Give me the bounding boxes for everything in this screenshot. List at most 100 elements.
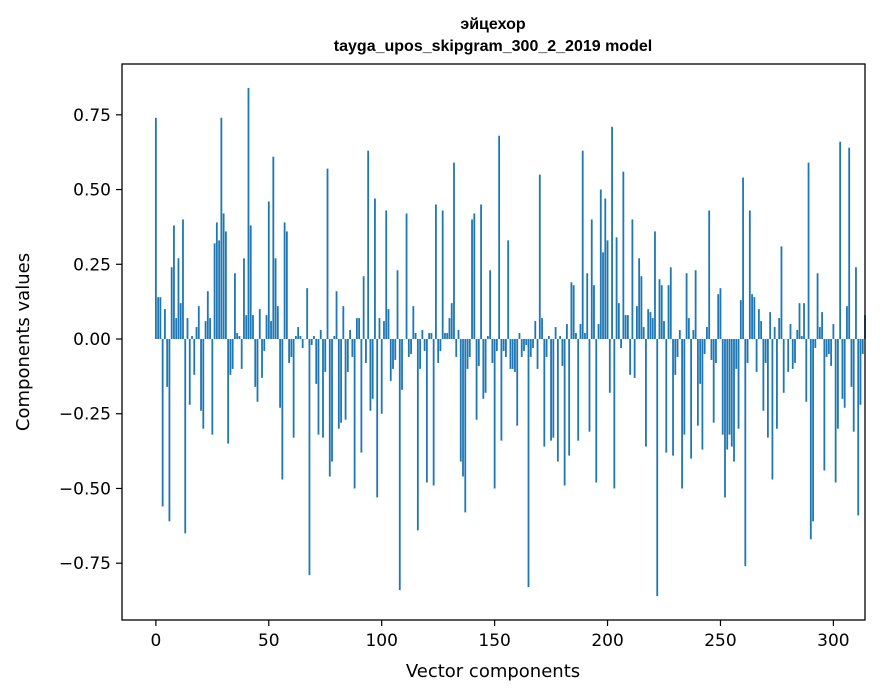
bar <box>355 318 358 340</box>
bar <box>179 303 182 340</box>
bar <box>188 339 191 405</box>
bar <box>202 339 205 429</box>
bar <box>676 339 679 357</box>
y-axis-label: Components values <box>13 253 34 431</box>
bar <box>523 339 525 351</box>
bar <box>572 285 575 340</box>
bar <box>498 135 501 340</box>
plot-frame <box>121 63 866 621</box>
bar <box>358 318 361 340</box>
bar <box>177 258 180 340</box>
bar <box>222 213 225 340</box>
bar <box>236 333 239 340</box>
bar <box>803 303 805 340</box>
bar <box>412 306 415 340</box>
bar <box>516 339 519 426</box>
bar <box>687 318 690 340</box>
bar <box>486 336 489 340</box>
bar <box>737 339 740 429</box>
bar <box>290 339 293 357</box>
bar <box>360 339 363 453</box>
bar <box>782 339 785 393</box>
y-tick-label: −0.75 <box>59 554 111 574</box>
bar <box>735 339 738 369</box>
bar <box>701 339 704 450</box>
bar <box>633 339 636 378</box>
bar <box>541 318 543 340</box>
bar <box>773 327 776 340</box>
bar <box>755 339 758 372</box>
bar <box>678 330 681 340</box>
bar <box>599 189 602 340</box>
bar <box>588 339 591 432</box>
bar <box>328 339 331 477</box>
bar <box>313 336 315 340</box>
bar <box>428 333 431 340</box>
x-tick-label: 0 <box>150 631 161 651</box>
y-tick-label: −0.50 <box>59 479 111 499</box>
bar <box>206 291 209 340</box>
bar <box>586 273 589 340</box>
bar <box>294 336 297 340</box>
bar <box>319 330 322 340</box>
bar <box>301 339 304 348</box>
bar <box>387 309 390 340</box>
bar <box>441 210 444 340</box>
bar <box>405 213 408 340</box>
bar <box>568 339 571 456</box>
bar <box>805 339 808 402</box>
bar <box>495 339 498 351</box>
bar <box>394 339 397 360</box>
bar <box>624 315 627 340</box>
bar <box>848 147 851 340</box>
bar <box>570 282 573 340</box>
bar <box>306 288 309 340</box>
bar <box>577 339 580 441</box>
bar <box>800 336 803 340</box>
bar <box>215 222 218 340</box>
bar <box>292 339 295 438</box>
bar <box>184 339 187 534</box>
bar <box>425 339 428 483</box>
bar <box>453 162 455 340</box>
bar <box>326 168 329 340</box>
bar <box>748 210 751 340</box>
bar <box>367 150 370 340</box>
bar <box>164 309 166 340</box>
bar <box>823 339 826 471</box>
bar <box>471 219 473 340</box>
bar <box>371 339 374 399</box>
bar <box>534 321 537 340</box>
bar <box>276 306 279 340</box>
bar <box>814 339 817 348</box>
bar <box>550 339 552 441</box>
bar <box>798 303 801 340</box>
bar <box>667 285 670 340</box>
bar <box>493 339 496 489</box>
chart-title: эйцехор <box>460 16 525 33</box>
bar <box>401 339 403 390</box>
bar <box>475 339 478 420</box>
bar <box>159 297 162 340</box>
bar <box>256 339 259 402</box>
bar <box>825 339 828 357</box>
bar <box>812 339 814 522</box>
bar <box>234 273 236 340</box>
bar <box>789 324 792 340</box>
bar <box>168 339 171 522</box>
bar <box>279 339 281 408</box>
bar <box>669 267 672 340</box>
bar <box>640 276 643 340</box>
bar <box>681 339 683 489</box>
bar <box>663 321 665 340</box>
bar <box>636 306 638 340</box>
bar <box>545 339 548 357</box>
bar <box>229 339 232 375</box>
bar <box>796 330 799 340</box>
bar <box>839 141 842 340</box>
bar <box>344 339 347 420</box>
bar <box>489 270 492 340</box>
bar <box>335 291 338 340</box>
bar <box>690 339 693 459</box>
bar <box>502 339 505 351</box>
